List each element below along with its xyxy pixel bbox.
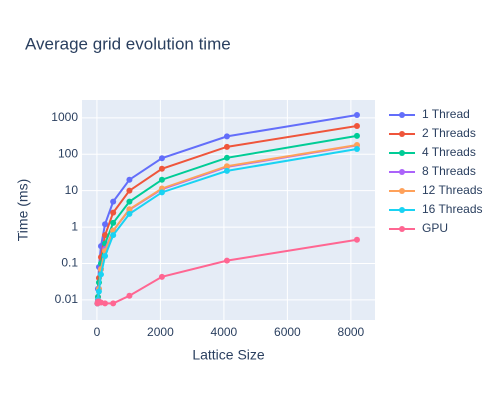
legend-label: 4 Threads bbox=[422, 145, 476, 159]
data-point bbox=[110, 300, 117, 307]
data-point bbox=[97, 271, 104, 278]
data-point bbox=[110, 198, 117, 205]
legend-marker bbox=[399, 188, 405, 194]
legend-label: 8 Threads bbox=[422, 164, 476, 178]
data-point bbox=[223, 167, 230, 174]
data-point bbox=[126, 210, 133, 217]
data-point bbox=[126, 187, 133, 194]
data-point bbox=[353, 122, 360, 129]
data-point bbox=[158, 189, 165, 196]
legend-marker bbox=[399, 150, 405, 156]
data-point bbox=[223, 143, 230, 150]
data-point bbox=[110, 219, 117, 226]
chart-title: Average grid evolution time bbox=[25, 34, 231, 53]
legend-marker bbox=[399, 131, 405, 137]
legend-label: 2 Threads bbox=[422, 126, 476, 140]
y-axis-title: Time (ms) bbox=[15, 179, 31, 241]
data-point bbox=[126, 176, 133, 183]
data-point bbox=[158, 273, 165, 280]
data-point bbox=[126, 206, 133, 213]
x-tick-label: 6000 bbox=[274, 325, 301, 339]
data-point bbox=[223, 163, 230, 170]
series-line bbox=[96, 147, 358, 304]
data-point bbox=[126, 292, 133, 299]
data-point bbox=[102, 221, 109, 228]
data-point bbox=[126, 198, 133, 205]
y-tick-label: 1000 bbox=[51, 110, 78, 124]
data-point bbox=[353, 145, 360, 152]
legend-marker bbox=[399, 226, 405, 232]
legend-marker bbox=[399, 169, 405, 175]
data-point bbox=[158, 155, 165, 162]
data-point bbox=[353, 112, 360, 119]
data-point bbox=[223, 257, 230, 264]
x-tick-label: 8000 bbox=[338, 325, 365, 339]
data-point bbox=[102, 300, 109, 307]
y-tick-label: 1 bbox=[71, 219, 78, 233]
x-axis-title: Lattice Size bbox=[192, 347, 265, 363]
legend-label: 16 Threads bbox=[422, 202, 483, 216]
x-tick-label: 0 bbox=[94, 325, 101, 339]
x-tick-label: 4000 bbox=[211, 325, 238, 339]
y-tick-label: 100 bbox=[58, 146, 78, 160]
x-tick-label: 2000 bbox=[147, 325, 174, 339]
legend-marker bbox=[399, 207, 405, 213]
legend-label: 1 Thread bbox=[422, 107, 470, 121]
data-point bbox=[223, 154, 230, 161]
y-tick-label: 0.1 bbox=[61, 256, 78, 270]
data-point bbox=[102, 232, 109, 239]
data-point bbox=[158, 165, 165, 172]
y-tick-label: 0.01 bbox=[55, 292, 79, 306]
data-point bbox=[353, 132, 360, 139]
data-point bbox=[158, 176, 165, 183]
plot-area bbox=[82, 100, 375, 320]
y-tick-label: 10 bbox=[65, 183, 79, 197]
data-point bbox=[223, 133, 230, 140]
data-point bbox=[110, 232, 117, 239]
data-point bbox=[353, 236, 360, 243]
data-point bbox=[102, 253, 109, 260]
legend-label: GPU bbox=[422, 221, 448, 235]
data-point bbox=[110, 209, 117, 216]
legend-label: 12 Threads bbox=[422, 183, 483, 197]
legend-marker bbox=[399, 112, 405, 118]
data-point bbox=[95, 288, 102, 295]
